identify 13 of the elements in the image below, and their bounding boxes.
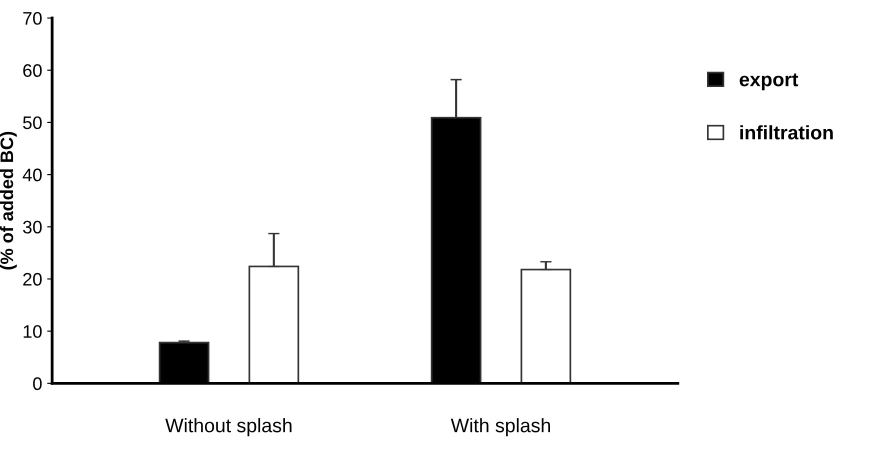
y-tick-label: 50 xyxy=(23,116,42,130)
y-axis-title: (% of added BC) xyxy=(0,132,17,270)
y-tick-label: 0 xyxy=(33,377,42,390)
y-tick-label: 70 xyxy=(23,12,42,25)
y-tick-label: 20 xyxy=(23,272,42,286)
legend-label: export xyxy=(740,73,798,90)
x-tick-label: With splash xyxy=(450,418,550,436)
x-tick-label: Without splash xyxy=(165,418,292,436)
y-tick-label: 30 xyxy=(23,220,42,234)
y-tick-label: 60 xyxy=(23,64,42,77)
y-tick-label: 40 xyxy=(22,168,42,182)
y-tick-label: 10 xyxy=(24,325,42,338)
legend-label: infiltration xyxy=(740,125,833,140)
